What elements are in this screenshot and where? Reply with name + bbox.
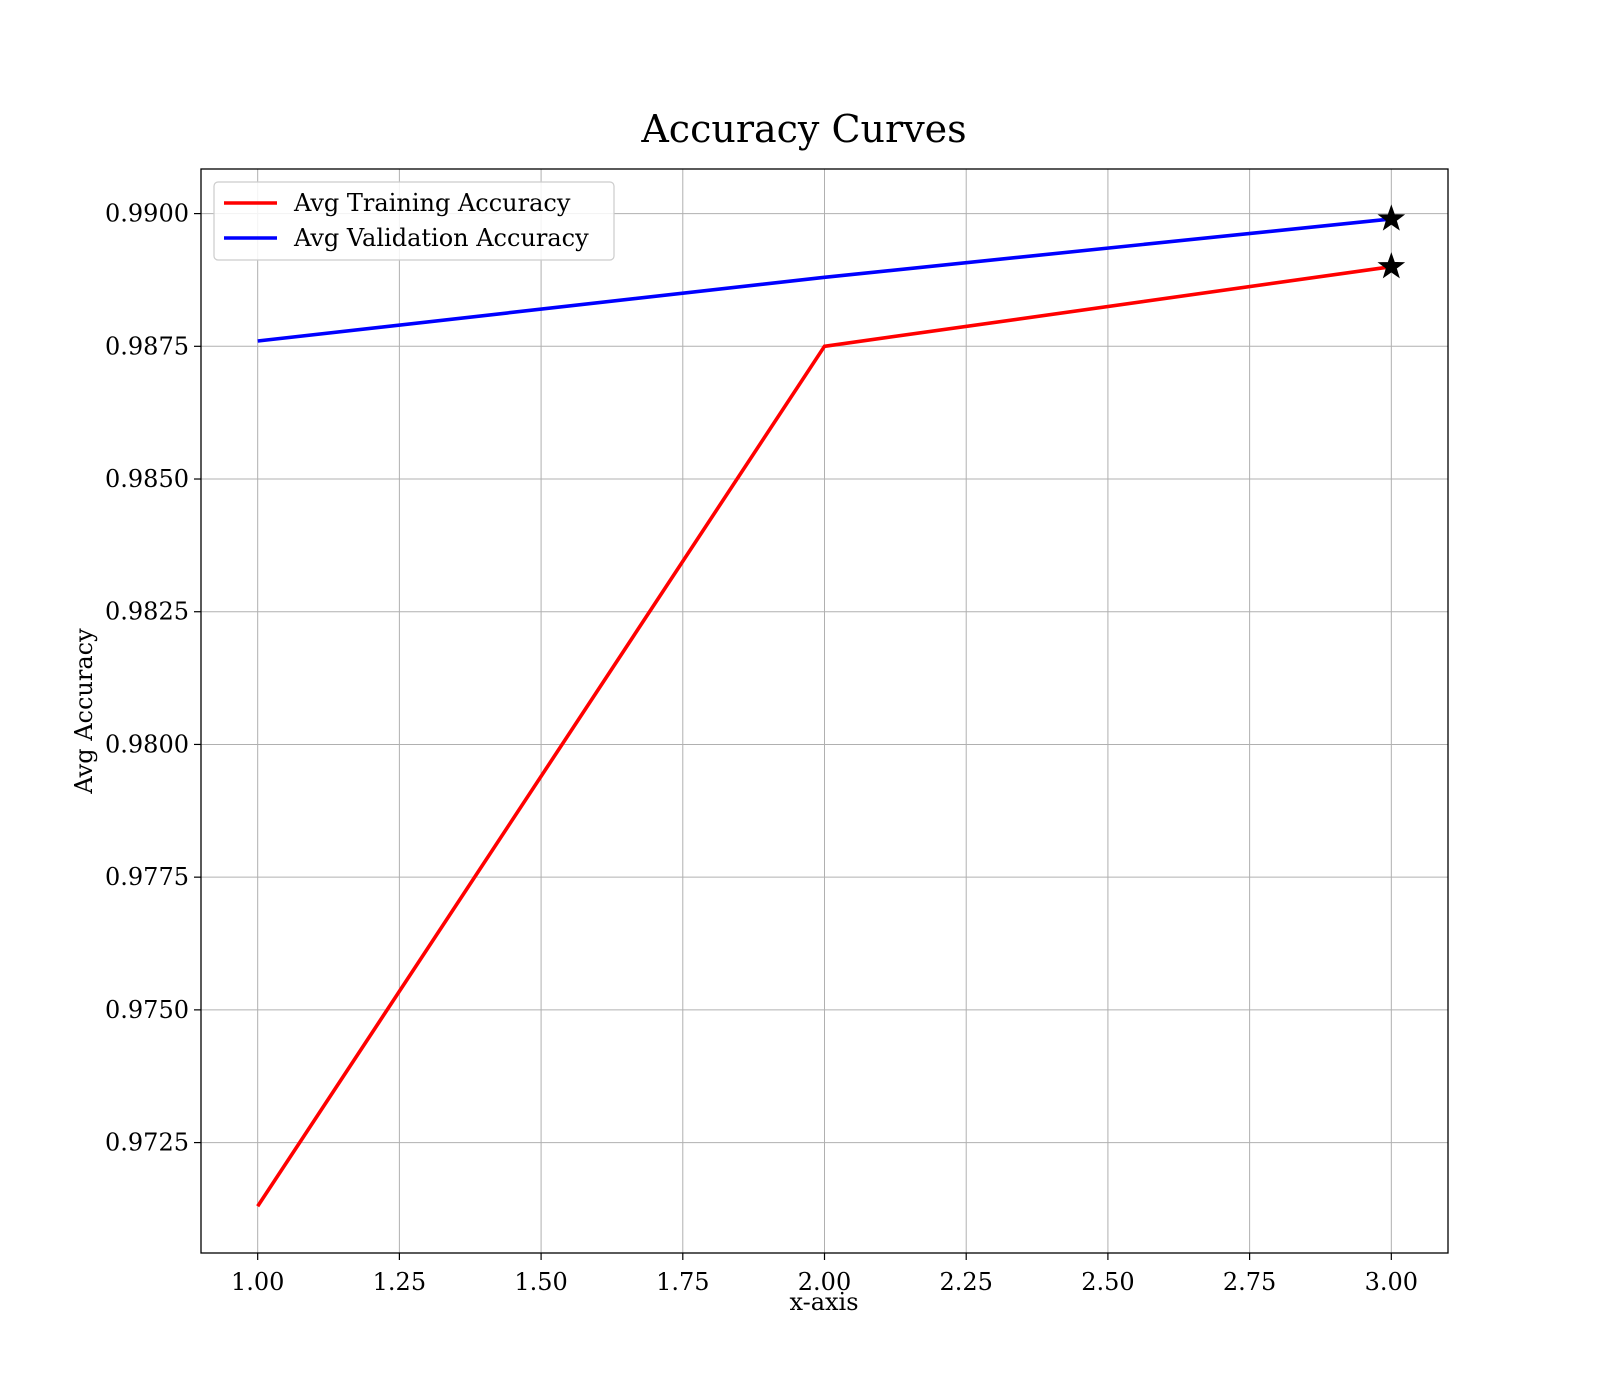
best-point-star — [1377, 252, 1406, 279]
legend-box — [213, 181, 615, 261]
y-tick-label: 0.9825 — [105, 598, 189, 626]
x-tick-label: 3.00 — [1365, 1268, 1418, 1296]
series-line-2 — [257, 217, 1392, 343]
best-markers — [1377, 204, 1406, 279]
x-tick-label: 1.00 — [231, 1268, 284, 1296]
x-tick-label: 2.25 — [939, 1268, 992, 1296]
x-tick-label: 2.50 — [1081, 1268, 1134, 1296]
x-axis-label: x-axis — [789, 1288, 858, 1316]
y-tick-label: 0.9900 — [105, 200, 189, 228]
x-tick-label: 1.50 — [514, 1268, 567, 1296]
x-axis-ticks: 1.00 1.25 1.50 1.75 2.00 2.25 2.50 2.75 3.00 — [231, 1253, 1418, 1296]
legend: Avg Training Accuracy Avg Validation Accu… — [213, 181, 615, 261]
y-tick-label: 0.9850 — [105, 465, 189, 493]
y-axis-label: Avg Accuracy — [70, 628, 98, 795]
x-tick-label: 1.75 — [656, 1268, 709, 1296]
grid-lines — [201, 169, 1448, 1253]
y-tick-label: 0.9800 — [105, 730, 189, 758]
series-lines — [256, 217, 1392, 1208]
series-line-1 — [256, 264, 1392, 1208]
x-tick-label: 1.25 — [373, 1268, 426, 1296]
y-tick-label: 0.9725 — [105, 1129, 189, 1157]
y-tick-label: 0.9775 — [105, 863, 189, 891]
legend-entry: Avg Training Accuracy — [293, 189, 571, 217]
y-tick-label: 0.9875 — [105, 332, 189, 360]
best-point-star — [1377, 204, 1406, 231]
y-axis-ticks: 0.9725 0.9750 0.9775 0.9800 0.9825 0.9850 0.98… — [105, 200, 201, 1157]
x-tick-label: 2.00 — [798, 1268, 851, 1296]
y-tick-label: 0.9750 — [105, 996, 189, 1024]
x-tick-label: 2.75 — [1223, 1268, 1276, 1296]
legend-entry: Avg Validation Accuracy — [293, 224, 589, 252]
chart-title: Accuracy Curves — [640, 107, 966, 151]
